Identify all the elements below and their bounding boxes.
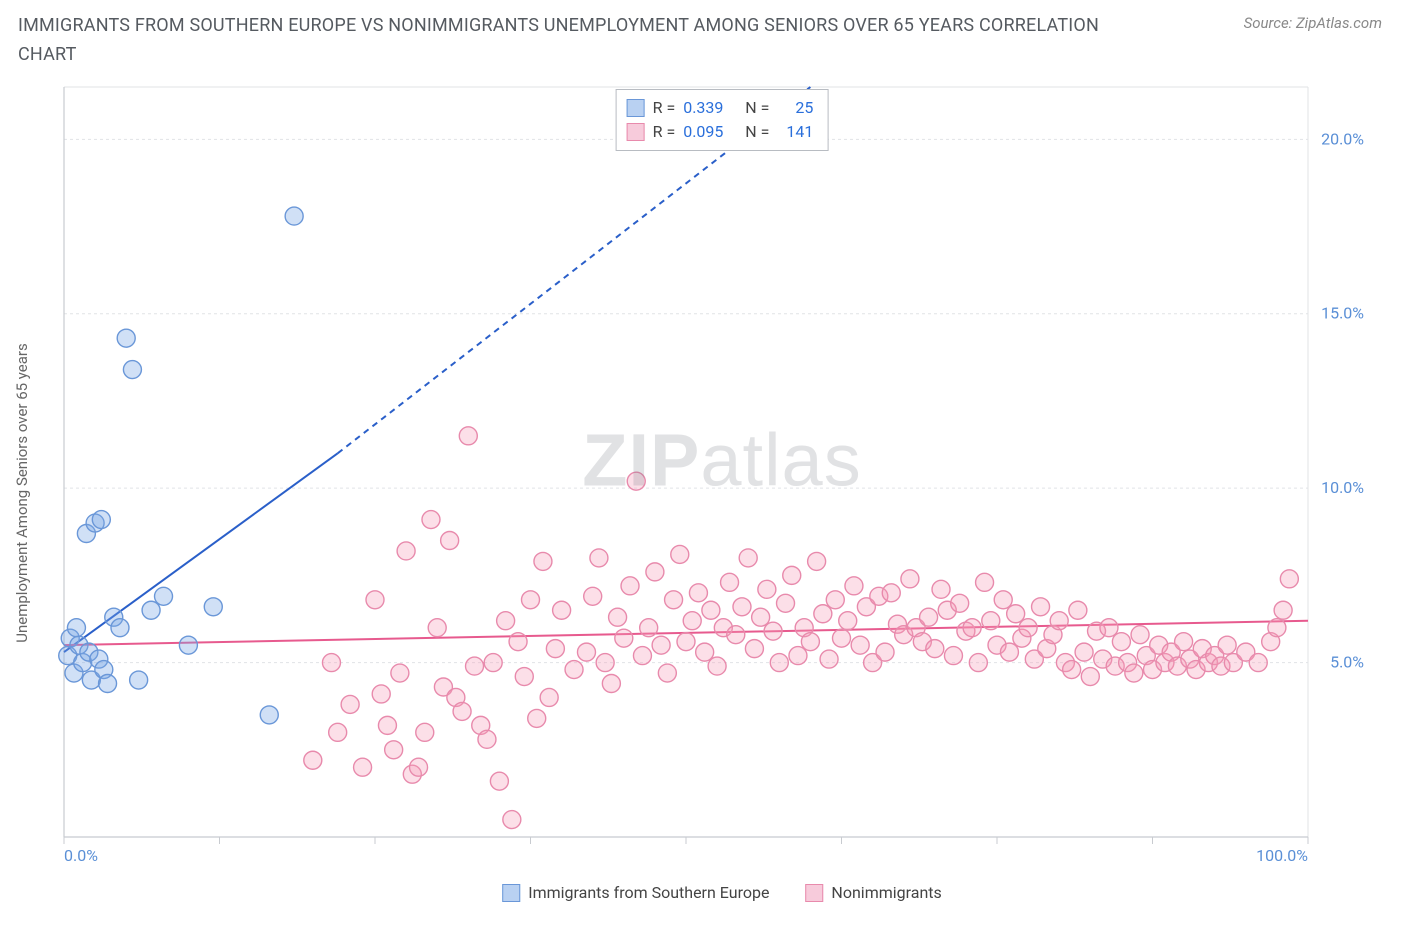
legend-r-label: R = [653, 120, 676, 144]
legend-swatch [502, 884, 520, 902]
legend-r-value: 0.339 [683, 96, 737, 120]
legend-row: R = 0.095 N = 141 [627, 120, 814, 144]
correlation-legend: R = 0.339 N = 25 R = 0.095 N = 141 [616, 89, 829, 151]
svg-text:20.0%: 20.0% [1321, 129, 1364, 148]
svg-text:0.0%: 0.0% [64, 846, 98, 865]
header: IMMIGRANTS FROM SOUTHERN EUROPE VS NONIM… [0, 0, 1406, 70]
legend-row: R = 0.339 N = 25 [627, 96, 814, 120]
svg-text:10.0%: 10.0% [1321, 478, 1364, 497]
series-legend: Immigrants from Southern Europe Nonimmigr… [502, 883, 942, 902]
legend-n-label: N = [745, 120, 769, 144]
scatter-chart: 5.0% 10.0% 15.0% 20.0% 0.0% 100.0% [58, 85, 1378, 875]
source-label: Source: ZipAtlas.com [1244, 14, 1382, 32]
legend-n-label: N = [745, 96, 769, 120]
legend-n-value: 25 [777, 96, 813, 120]
legend-item: Immigrants from Southern Europe [502, 883, 769, 902]
legend-r-label: R = [653, 96, 676, 120]
svg-text:5.0%: 5.0% [1330, 653, 1364, 672]
legend-label: Nonimmigrants [831, 883, 941, 902]
legend-n-value: 141 [777, 120, 813, 144]
plot-area: Unemployment Among Seniors over 65 years… [58, 85, 1386, 900]
svg-text:15.0%: 15.0% [1321, 304, 1364, 323]
legend-swatch [627, 123, 645, 141]
legend-swatch [805, 884, 823, 902]
chart-title: IMMIGRANTS FROM SOUTHERN EUROPE VS NONIM… [18, 12, 1138, 70]
legend-r-value: 0.095 [683, 120, 737, 144]
legend-swatch [627, 99, 645, 117]
legend-label: Immigrants from Southern Europe [528, 883, 769, 902]
y-axis-label: Unemployment Among Seniors over 65 years [13, 343, 31, 642]
legend-item: Nonimmigrants [805, 883, 941, 902]
svg-text:100.0%: 100.0% [1256, 846, 1308, 865]
